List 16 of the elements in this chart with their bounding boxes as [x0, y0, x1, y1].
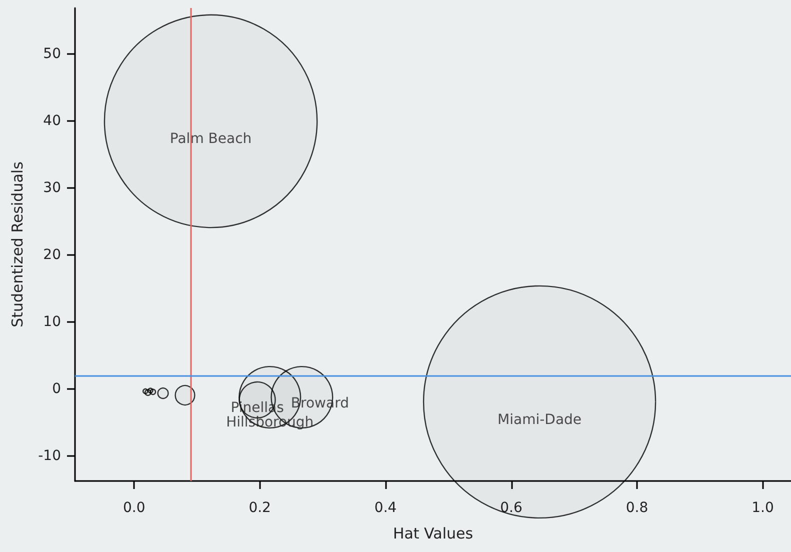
x-tick-label: 0.8	[626, 500, 648, 516]
y-tick-label: 10	[43, 314, 61, 330]
y-axis-title: Studentized Residuals	[8, 161, 26, 328]
series-label: Miami-Dade	[498, 412, 582, 428]
x-tick-label: 0.2	[248, 500, 271, 516]
x-tick-label: 0.4	[374, 500, 397, 516]
y-tick-label: -10	[38, 448, 61, 464]
y-tick-label: 30	[43, 180, 61, 196]
y-tick-label: 20	[43, 247, 61, 264]
x-tick-label: 0.6	[500, 500, 522, 516]
y-tick-label: 50	[43, 46, 61, 62]
y-tick-label: 0	[52, 381, 61, 398]
y-tick-label: 40	[43, 113, 61, 130]
x-tick-label: 0.0	[122, 500, 146, 516]
x-tick-label: 1.0	[752, 500, 774, 516]
x-axis-title: Hat Values	[392, 524, 474, 542]
